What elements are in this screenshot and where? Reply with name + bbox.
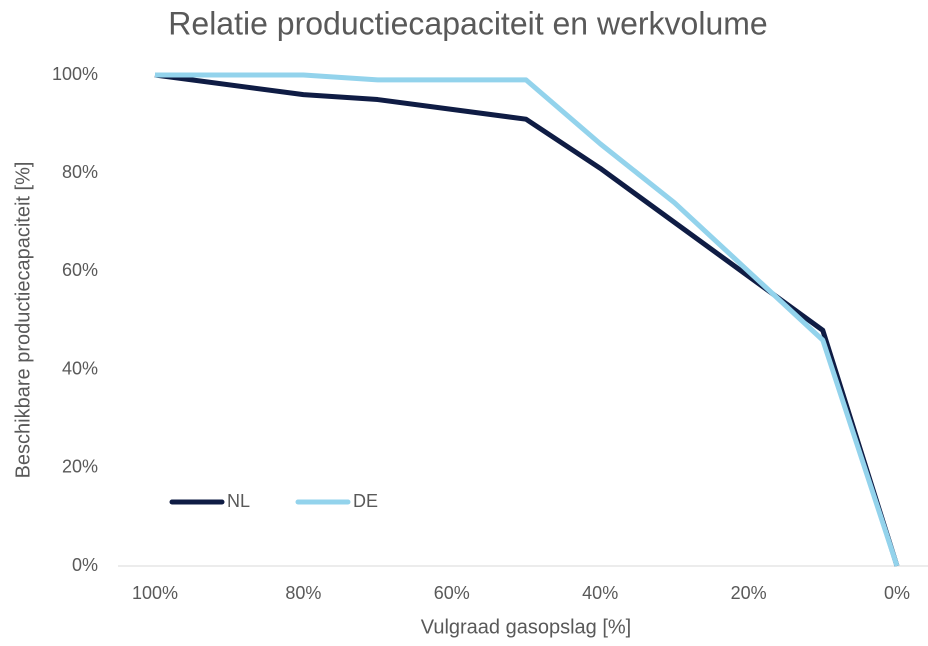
x-tick-label: 80%	[285, 583, 321, 603]
legend-label: DE	[353, 491, 378, 511]
x-tick-label: 40%	[582, 583, 618, 603]
y-tick-label: 40%	[62, 358, 98, 378]
x-tick-label: 100%	[132, 583, 178, 603]
y-tick-label: 80%	[62, 162, 98, 182]
y-axis-label: Beschikbare productiecapaciteit [%]	[12, 162, 34, 479]
x-tick-label: 60%	[434, 583, 470, 603]
line-series	[155, 72, 900, 567]
legend-label: NL	[227, 491, 250, 511]
chart-title: Relatie productiecapaciteit en werkvolum…	[168, 5, 767, 41]
line-series	[154, 72, 900, 567]
y-tick-label: 100%	[52, 64, 98, 84]
y-tick-label: 60%	[62, 260, 98, 280]
x-tick-label: 0%	[884, 583, 910, 603]
y-tick-label: 0%	[72, 555, 98, 575]
y-tick-label: 20%	[62, 457, 98, 477]
x-axis-label: Vulgraad gasopslag [%]	[421, 616, 632, 638]
x-tick-label: 20%	[731, 583, 767, 603]
